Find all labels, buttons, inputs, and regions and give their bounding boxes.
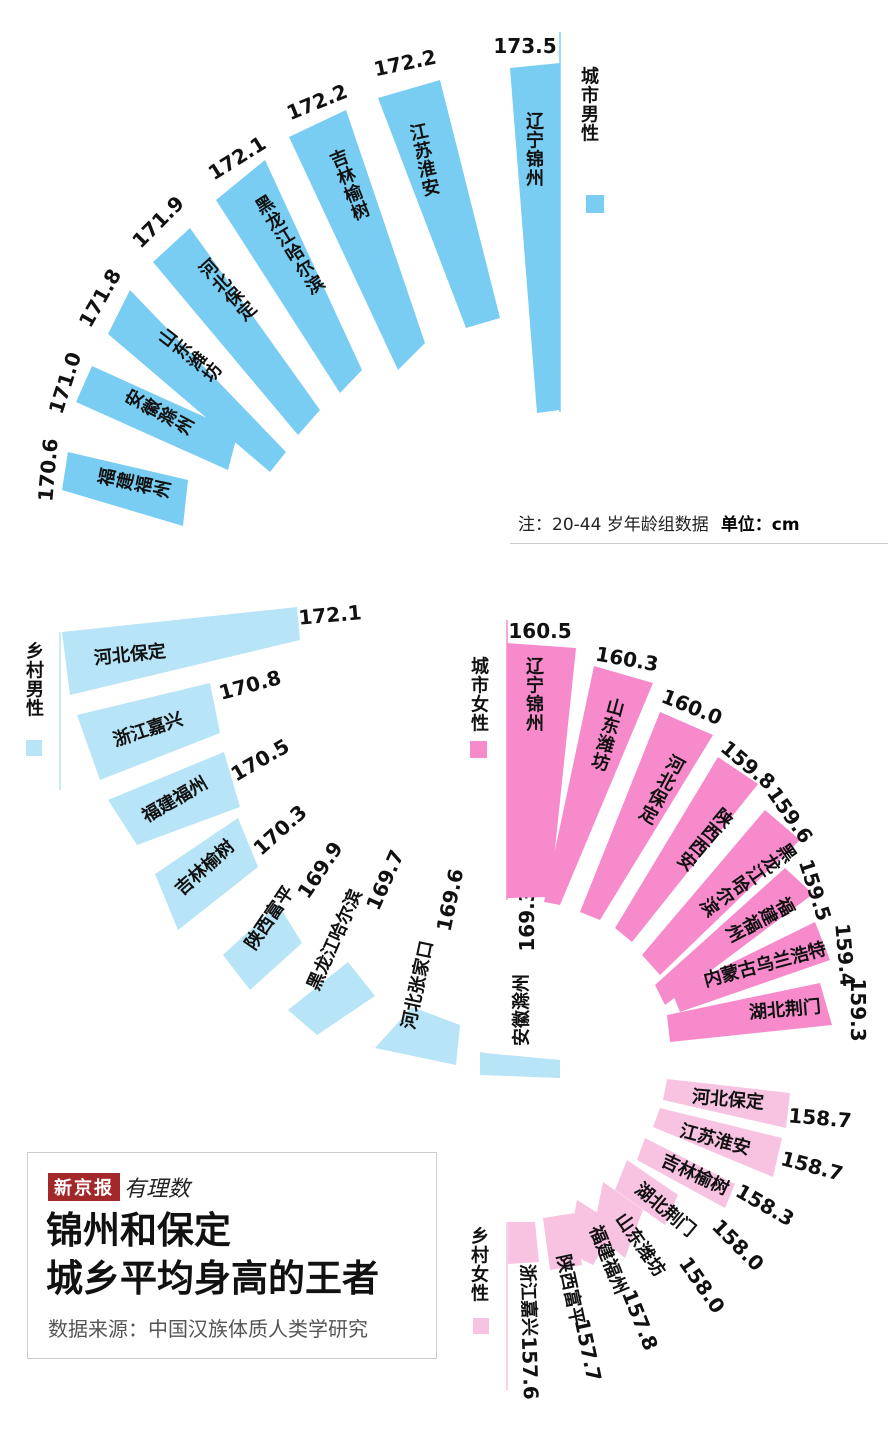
- bar: 湖北荆门 159.3: [667, 978, 870, 1042]
- bar-value: 170.5: [227, 734, 294, 786]
- brand-column: 有理数: [124, 1177, 191, 1202]
- bar-shape: [543, 1213, 582, 1270]
- bar-shape: [667, 983, 832, 1042]
- bar-shape: [153, 228, 320, 435]
- bar-shape: [108, 752, 240, 845]
- bar-shape: [289, 110, 425, 370]
- bar-shape: [155, 818, 258, 930]
- bar-value: 157.8: [617, 1286, 663, 1354]
- unit-label: 单位：cm: [720, 515, 800, 535]
- bar-shape: [544, 666, 653, 905]
- bar-category: 辽宁锦州: [525, 656, 545, 734]
- headline-line2: 城乡平均身高的王者: [46, 1257, 379, 1300]
- legend-swatch: [473, 1318, 489, 1334]
- bar-value: 173.5: [493, 34, 556, 58]
- bar-value: 169.6: [432, 867, 469, 934]
- bar-category: 山东潍坊: [589, 695, 626, 775]
- bar-category: 辽宁锦州: [525, 111, 545, 189]
- bar-shape: [76, 366, 238, 470]
- bar-shape: [663, 1079, 790, 1128]
- bar-category: 安徽滁州: [511, 974, 533, 1046]
- rural-female-chart: 乡村女性河北保定158.7江苏淮安158.7吉林榆树158.3湖北荆门158.0…: [471, 1079, 853, 1400]
- bar-shape: [77, 683, 220, 780]
- bar-value: 169.9: [292, 837, 347, 903]
- bar: 辽宁锦州 160.5: [507, 619, 576, 898]
- bar-shape: [655, 868, 813, 1005]
- brand-name: 新京报: [48, 1173, 120, 1201]
- bar-shape: [508, 1222, 539, 1264]
- rural-male-chart: 乡村男性河北保定172.1浙江嘉兴170.8福建福州170.5吉林榆树170.3…: [26, 600, 560, 1078]
- bar-category: 福建福州: [94, 466, 175, 501]
- brand-logo: 新京报 有理数: [48, 1171, 190, 1203]
- bar-value: 158.7: [787, 1103, 852, 1132]
- bar-value: 158.0: [707, 1214, 769, 1276]
- legend-swatch: [470, 741, 487, 758]
- legend-title: 城市女性: [471, 655, 489, 734]
- legend-swatch: [26, 740, 42, 756]
- bar-value: 158.3: [732, 1179, 799, 1231]
- legend-title: 城市男性: [581, 65, 599, 144]
- bar-shape: [375, 1007, 460, 1065]
- urban-male-chart: 城市男性辽宁锦州173.5江苏淮安172.2吉林榆树172.2黑龙江哈尔滨172…: [33, 32, 604, 526]
- bar-value: 172.2: [372, 45, 439, 82]
- bar-shape: [580, 712, 713, 920]
- bar: 江苏淮安 172.2: [372, 45, 500, 328]
- bar-value: 159.3: [846, 978, 870, 1041]
- bar-shape: [62, 607, 300, 695]
- bar-shape: [615, 1160, 678, 1225]
- bar-shape: [637, 1138, 735, 1208]
- bar-shape: [507, 643, 576, 898]
- bar-category: 浙江嘉兴: [516, 1264, 540, 1337]
- bar-shape: [108, 290, 286, 472]
- bar-value: 158.7: [778, 1146, 845, 1186]
- bar-category: 陕西富平: [552, 1252, 588, 1327]
- bar-value: 171.0: [44, 349, 86, 417]
- legend-title: 乡村女性: [471, 1226, 489, 1304]
- bar-value: 169.3: [515, 888, 539, 951]
- bar-shape: [216, 160, 362, 393]
- bar-value: 170.8: [216, 665, 283, 705]
- bar: 福建福州 170.6: [33, 437, 188, 526]
- bar-value: 159.4: [830, 922, 859, 987]
- bar-value: 160.5: [508, 619, 571, 643]
- legend-title: 乡村男性: [26, 641, 44, 719]
- bar-shape: [378, 80, 500, 328]
- headline: 锦州和保定 城乡平均身高的王者: [46, 1207, 379, 1303]
- note-divider: [510, 543, 888, 544]
- bar-shape: [480, 1052, 560, 1078]
- data-source: 数据来源：中国汉族体质人类学研究: [48, 1317, 368, 1341]
- bar-category: 江苏淮安: [408, 120, 442, 200]
- bar: 辽宁锦州 173.5: [493, 34, 560, 413]
- chart-note: 注：20-44 岁年龄组数据 单位：cm: [518, 510, 800, 535]
- bar-shape: [653, 1108, 782, 1177]
- bar-value: 158.0: [674, 1252, 730, 1318]
- bar-value: 170.3: [248, 800, 311, 860]
- bar-shape: [510, 63, 560, 413]
- bar-value: 169.7: [361, 846, 409, 914]
- bar-value: 172.1: [297, 600, 362, 629]
- bar-shape: [615, 757, 758, 942]
- bar-shape: [288, 962, 375, 1035]
- bar-value: 157.6: [517, 1336, 543, 1400]
- note-text: 注：20-44 岁年龄组数据: [518, 515, 709, 535]
- bar-shape: [62, 452, 188, 526]
- title-card: 新京报 有理数 锦州和保定 城乡平均身高的王者 数据来源：中国汉族体质人类学研究: [27, 1152, 437, 1359]
- bar: 安徽滁州 169.3: [480, 888, 560, 1078]
- headline-line1: 锦州和保定: [46, 1209, 231, 1252]
- bar-value: 157.7: [570, 1317, 607, 1384]
- bar-value: 170.6: [33, 437, 62, 502]
- bar-shape: [642, 810, 800, 975]
- bar-shape: [223, 904, 302, 990]
- legend-swatch: [586, 195, 604, 213]
- bar-shape: [672, 922, 830, 1012]
